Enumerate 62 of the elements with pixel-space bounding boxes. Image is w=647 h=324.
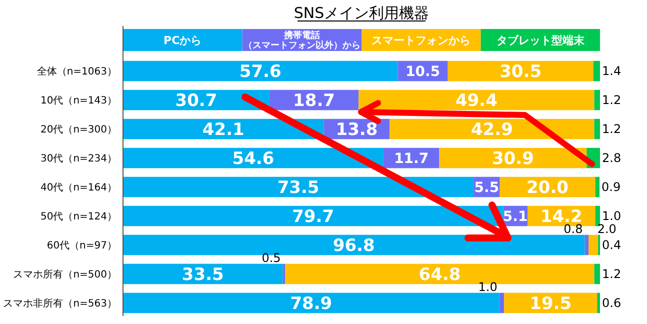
bar [594, 90, 600, 110]
data-label: 0.5 [262, 251, 281, 266]
data-label: 42.1 [202, 120, 244, 140]
bar [123, 176, 474, 198]
y-tick-label: スマホ非所有（n=563） [3, 297, 117, 310]
y-tick-label: 10代（n=143） [40, 96, 117, 107]
data-label: 2.8 [602, 151, 622, 166]
data-label: 1.2 [602, 267, 622, 282]
data-label: 73.5 [277, 178, 320, 198]
data-label: 30.7 [175, 90, 218, 111]
bar [595, 206, 600, 226]
y-tick-label: 50代（n=124） [40, 211, 117, 222]
y-tick-label: 60代（n=97） [46, 240, 117, 252]
text: 携帯電話（スマートフォン以外）から [243, 30, 360, 52]
data-label: 10.5 [406, 64, 440, 80]
data-label: 42.9 [470, 120, 513, 140]
data-label: 5.5 [474, 180, 500, 196]
data-label: 1.4 [602, 64, 622, 78]
bar [123, 292, 500, 314]
bar [123, 60, 398, 82]
data-label: 78.9 [290, 294, 332, 314]
series-label: タブレット型端末 [496, 34, 586, 47]
data-label: 5.1 [502, 208, 528, 225]
bar [499, 292, 504, 314]
data-label: 13.8 [336, 120, 378, 140]
data-label: 57.6 [239, 62, 282, 82]
y-tick-label: 30代（n=234） [40, 154, 117, 165]
data-label: 0.6 [602, 296, 622, 310]
bar [595, 176, 600, 198]
y-tick-label: 20代（n=300） [40, 124, 117, 136]
bar [594, 118, 600, 140]
data-label: 1.2 [602, 122, 622, 136]
series-label: スマートフォンから [372, 34, 471, 47]
data-label: 49.4 [455, 90, 498, 111]
data-label: 2.0 [597, 222, 616, 236]
data-label: 64.8 [418, 264, 461, 285]
data-label: 1.2 [602, 93, 622, 108]
data-label: 20.0 [526, 178, 569, 198]
data-label: 1.0 [478, 280, 498, 294]
bar [584, 234, 589, 256]
y-tick-label: 全体（n=1063） [36, 66, 117, 78]
data-label: 30.5 [500, 62, 542, 82]
data-label: 33.5 [182, 264, 224, 285]
data-label: 18.7 [293, 90, 336, 111]
data-label: 30.9 [492, 148, 534, 169]
bar [588, 234, 598, 256]
y-tick-label: 40代（n=164） [40, 182, 117, 194]
y-tick-label: スマホ所有（n=500） [13, 268, 117, 280]
series-label: PCから [164, 34, 202, 47]
bar [594, 264, 600, 284]
data-label: 19.5 [530, 294, 572, 314]
chart-title: SNSメイン利用機器 [294, 4, 430, 22]
bar [593, 60, 600, 82]
data-label: 0.4 [602, 238, 622, 252]
bar [123, 264, 283, 284]
data-label: 96.8 [332, 236, 375, 256]
data-label: 54.6 [232, 148, 274, 169]
data-label: 11.7 [394, 150, 429, 167]
data-label: 1.0 [602, 209, 622, 224]
data-label: 0.9 [602, 180, 621, 194]
bar [597, 292, 600, 314]
data-label: 79.7 [292, 206, 334, 227]
